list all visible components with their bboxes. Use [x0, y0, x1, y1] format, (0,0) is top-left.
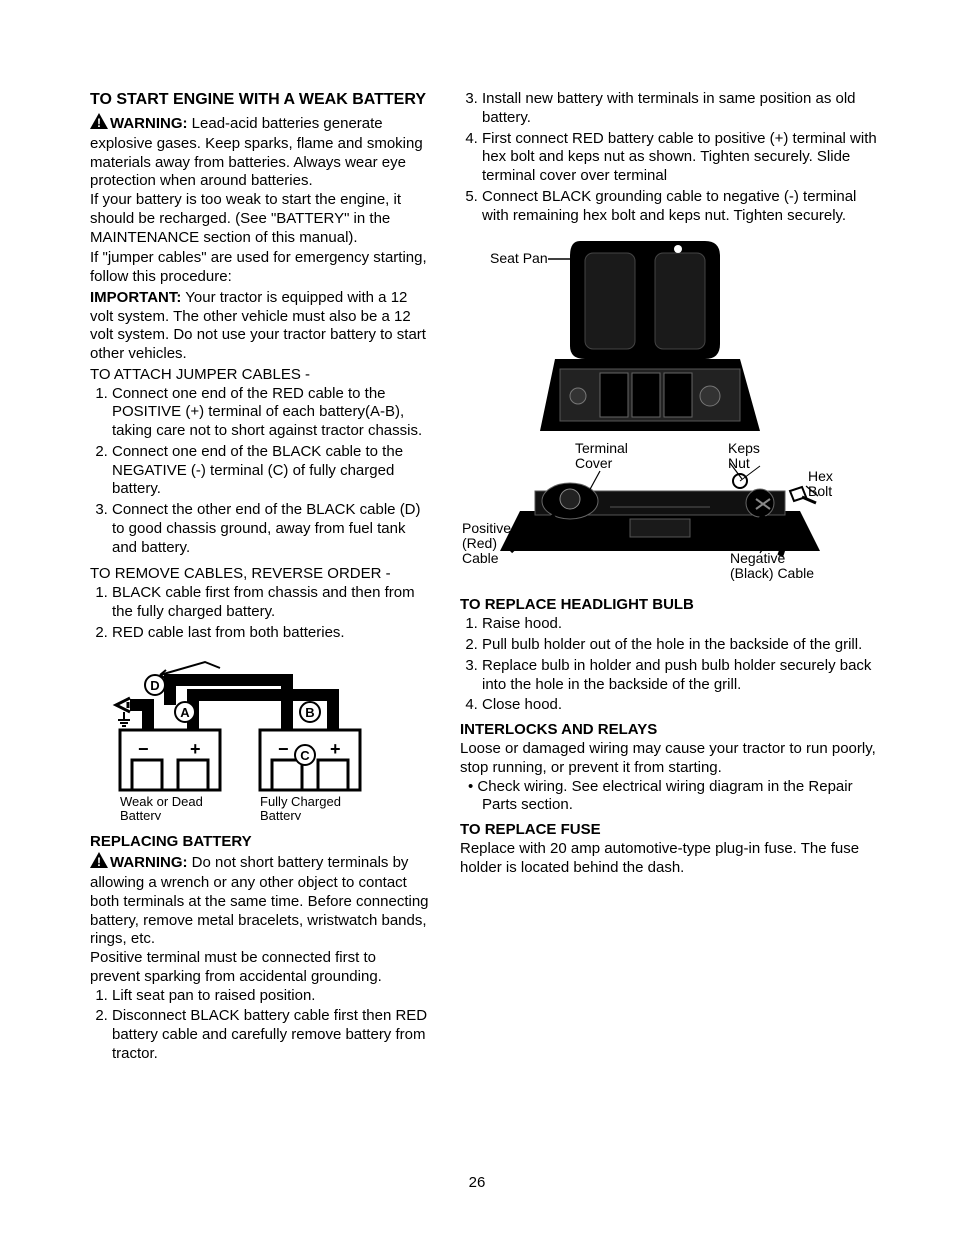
- interlocks-heading: INTERLOCKS AND RELAYS: [460, 721, 884, 738]
- headlight-heading: TO REPLACE HEADLIGHT BULB: [460, 596, 884, 613]
- interlocks-bullet-list: Check wiring. See electrical wiring diag…: [460, 778, 884, 816]
- headlight-item-1: Raise hood.: [482, 615, 884, 634]
- svg-text:Nut: Nut: [728, 455, 750, 471]
- replace-list: Lift seat pan to raised position. Discon…: [90, 987, 430, 1064]
- page-content: TO START ENGINE WITH A WEAK BATTERY ! WA…: [0, 0, 954, 1106]
- replacing-battery-heading: REPLACING BATTERY: [90, 833, 430, 850]
- interlocks-bullet: Check wiring. See electrical wiring diag…: [482, 778, 884, 816]
- fuse-text: Replace with 20 amp automotive-type plug…: [460, 840, 884, 878]
- warning-lead-acid: ! WARNING: Lead-acid batteries generate …: [90, 113, 430, 191]
- fuse-heading: TO REPLACE FUSE: [460, 821, 884, 838]
- install-list: Install new battery with terminals in sa…: [460, 90, 884, 225]
- remove-heading: TO REMOVE CABLES, REVERSE ORDER -: [90, 565, 430, 584]
- positive-first-text: Positive terminal must be connected firs…: [90, 949, 430, 987]
- replace-item-1: Lift seat pan to raised position.: [112, 987, 430, 1006]
- svg-text:−: −: [138, 739, 149, 759]
- svg-text:−: −: [278, 739, 289, 759]
- svg-text:Battery: Battery: [120, 808, 162, 820]
- svg-text:!: !: [97, 855, 101, 868]
- svg-text:!: !: [97, 116, 101, 129]
- svg-text:Positive: Positive: [462, 520, 511, 536]
- jumper-cable-diagram: − + − + D A: [110, 650, 430, 825]
- svg-text:Cable: Cable: [462, 550, 499, 566]
- svg-text:Weak or Dead: Weak or Dead: [120, 794, 203, 809]
- svg-text:Cover: Cover: [575, 455, 613, 471]
- replace-item-2: Disconnect BLACK battery cable first the…: [112, 1007, 430, 1063]
- attach-list: Connect one end of the RED cable to the …: [90, 385, 430, 558]
- install-item-4: First connect RED battery cable to posit…: [482, 130, 884, 186]
- svg-text:Battery: Battery: [260, 808, 302, 820]
- svg-text:Hex: Hex: [808, 468, 833, 484]
- svg-text:D: D: [150, 678, 159, 693]
- svg-text:B: B: [305, 705, 314, 720]
- svg-text:Negative: Negative: [730, 550, 785, 566]
- svg-text:+: +: [330, 739, 341, 759]
- attach-item-2: Connect one end of the BLACK cable to th…: [112, 443, 430, 499]
- remove-list: BLACK cable first from chassis and then …: [90, 584, 430, 642]
- page-number: 26: [0, 1174, 954, 1191]
- install-item-3: Install new battery with terminals in sa…: [482, 90, 884, 128]
- svg-text:+: +: [190, 739, 201, 759]
- install-item-5: Connect BLACK grounding cable to negativ…: [482, 188, 884, 226]
- warning-label-2: WARNING:: [110, 854, 188, 871]
- right-column: Install new battery with terminals in sa…: [460, 90, 884, 1066]
- heading-weak-battery: TO START ENGINE WITH A WEAK BATTERY: [90, 90, 430, 109]
- warning-label-1: WARNING:: [110, 115, 188, 132]
- attach-item-3: Connect the other end of the BLACK cable…: [112, 501, 430, 557]
- svg-text:A: A: [180, 705, 190, 720]
- headlight-item-2: Pull bulb holder out of the hole in the …: [482, 636, 884, 655]
- seat-battery-diagram: Seat Pan: [460, 231, 884, 586]
- headlight-item-3: Replace bulb in holder and push bulb hol…: [482, 657, 884, 695]
- attach-heading: TO ATTACH JUMPER CABLES -: [90, 366, 430, 385]
- important-label: IMPORTANT:: [90, 289, 181, 306]
- attach-item-1: Connect one end of the RED cable to the …: [112, 385, 430, 441]
- svg-text:Terminal: Terminal: [575, 440, 628, 456]
- svg-text:Fully Charged: Fully Charged: [260, 794, 341, 809]
- svg-text:C: C: [300, 748, 310, 763]
- warning-icon: !: [90, 852, 108, 874]
- svg-text:(Red): (Red): [462, 535, 497, 551]
- warning-short: ! WARNING: Do not short battery terminal…: [90, 852, 430, 949]
- para-jumper: If "jumper cables" are used for emergenc…: [90, 249, 430, 287]
- left-column: TO START ENGINE WITH A WEAK BATTERY ! WA…: [90, 90, 430, 1066]
- svg-text:Keps: Keps: [728, 440, 760, 456]
- remove-item-2: RED cable last from both batteries.: [112, 624, 430, 643]
- para-recharge: If your battery is too weak to start the…: [90, 191, 430, 247]
- headlight-item-4: Close hood.: [482, 696, 884, 715]
- para-important: IMPORTANT: Your tractor is equipped with…: [90, 289, 430, 364]
- remove-item-1: BLACK cable first from chassis and then …: [112, 584, 430, 622]
- svg-text:(Black) Cable: (Black) Cable: [730, 565, 814, 581]
- warning-icon: !: [90, 113, 108, 135]
- headlight-list: Raise hood. Pull bulb holder out of the …: [460, 615, 884, 715]
- label-seat-pan: Seat Pan: [490, 250, 548, 266]
- interlocks-text: Loose or damaged wiring may cause your t…: [460, 740, 884, 778]
